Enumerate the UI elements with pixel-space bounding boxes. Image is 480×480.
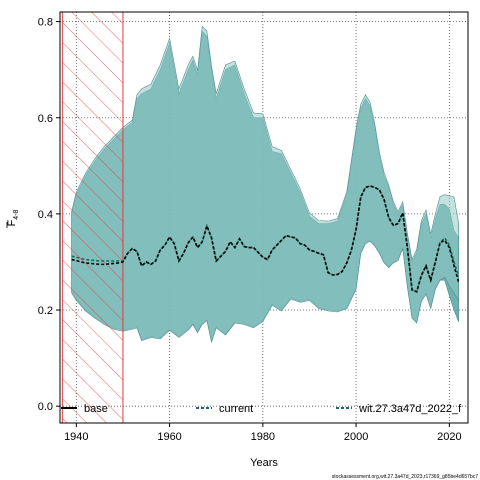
hatched-period <box>61 12 124 423</box>
plot-frame <box>59 11 469 424</box>
confidence-bands <box>71 25 459 344</box>
y-tick-label: 0.8 <box>38 17 53 29</box>
series-lines <box>71 185 460 293</box>
series-line-current <box>71 185 460 293</box>
legend-label: current <box>219 403 253 415</box>
y-tick-label: 0.0 <box>38 401 53 413</box>
footer-text: stockassessment.org,wit.27.3a47d_2023,r1… <box>332 474 478 480</box>
x-tick-label: 2020 <box>437 431 461 443</box>
x-tick-label: 1960 <box>157 431 181 443</box>
y-axis-title: F4-8 <box>6 209 20 226</box>
y-axis-title-main: F <box>6 219 18 226</box>
x-tick-label: 2000 <box>344 431 368 443</box>
x-axis-title: Years <box>250 457 278 469</box>
y-tick-label: 0.4 <box>38 209 53 221</box>
y-axis-title-group: F4-8 <box>6 209 20 226</box>
x-tick-label: 1980 <box>251 431 275 443</box>
x-tick-label: 1940 <box>64 431 88 443</box>
y-tick-label: 0.6 <box>38 113 53 125</box>
y-axis: 0.0 0.2 0.4 0.6 0.8 <box>38 17 60 413</box>
legend-label: base <box>84 403 108 415</box>
legend-label: wit.27.3a47d_2022_f <box>358 403 462 415</box>
x-axis: 1940 1960 1980 2000 2020 <box>64 423 462 443</box>
y-axis-title-sub: 4-8 <box>13 209 20 219</box>
hatched-period-area <box>61 12 124 423</box>
y-tick-label: 0.2 <box>38 305 53 317</box>
confidence-band-wit-27-3a47d-2022-f <box>71 25 459 344</box>
legend: base current wit.27.3a47d_2022_f <box>61 403 462 415</box>
